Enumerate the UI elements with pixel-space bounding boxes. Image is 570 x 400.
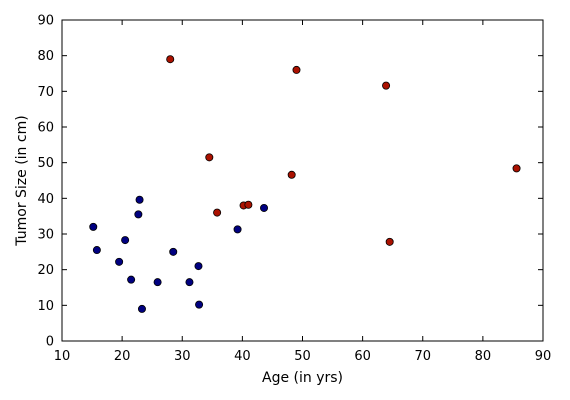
y-tick-label: 10	[37, 299, 54, 314]
data-point-series-2	[292, 65, 301, 74]
x-axis-label: Age (in yrs)	[262, 370, 343, 386]
y-tick-label: 0	[46, 335, 54, 350]
data-point-series-1	[260, 203, 269, 212]
data-point-series-1	[153, 278, 162, 287]
x-tick-label: 70	[414, 349, 431, 364]
y-tick-label: 40	[37, 192, 54, 207]
data-point-series-1	[115, 257, 124, 266]
data-point-series-2	[512, 164, 521, 173]
y-tick-label: 80	[37, 49, 54, 64]
data-point-series-1	[121, 236, 130, 245]
data-point-series-2	[213, 208, 222, 217]
data-point-series-2	[385, 237, 394, 246]
y-tick-label: 50	[37, 156, 54, 171]
x-tick-label: 40	[234, 349, 251, 364]
data-point-series-2	[166, 55, 175, 64]
data-point-series-2	[244, 200, 253, 209]
data-point-series-1	[194, 262, 203, 271]
data-point-series-1	[195, 300, 204, 309]
data-point-series-1	[134, 210, 143, 219]
y-tick-label: 70	[37, 85, 54, 100]
data-point-series-2	[205, 153, 214, 162]
plot-area	[61, 19, 544, 342]
x-tick-label: 30	[174, 349, 191, 364]
data-point-series-1	[135, 195, 144, 204]
y-tick-label: 90	[37, 14, 54, 29]
data-point-series-1	[185, 278, 194, 287]
y-tick-label: 20	[37, 263, 54, 278]
data-point-series-1	[92, 246, 101, 255]
x-tick-label: 20	[114, 349, 131, 364]
data-point-series-1	[137, 304, 146, 313]
data-point-series-1	[89, 222, 98, 231]
x-tick-label: 60	[354, 349, 371, 364]
x-tick-label: 10	[54, 349, 71, 364]
x-tick-label: 80	[475, 349, 492, 364]
data-point-series-2	[287, 170, 296, 179]
y-tick-label: 30	[37, 228, 54, 243]
y-tick-label: 60	[37, 121, 54, 136]
x-tick-label: 90	[535, 349, 552, 364]
data-point-series-2	[382, 81, 391, 90]
data-point-series-1	[169, 247, 178, 256]
data-point-series-1	[127, 275, 136, 284]
x-tick-label: 50	[294, 349, 311, 364]
data-point-series-1	[233, 225, 242, 234]
y-axis-label: Tumor Size (in cm)	[14, 115, 30, 246]
data-points	[89, 55, 521, 313]
